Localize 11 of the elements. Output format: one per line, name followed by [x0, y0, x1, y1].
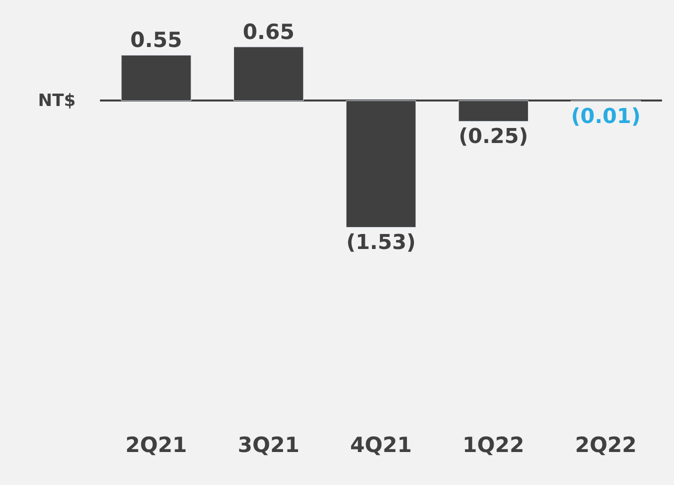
y-axis-title: NT$ — [38, 91, 76, 111]
x-tick-label: 4Q21 — [350, 433, 412, 457]
x-tick-label: 1Q22 — [462, 433, 524, 457]
data-label: 0.55 — [130, 28, 182, 52]
x-tick-label: 2Q21 — [125, 433, 188, 457]
x-tick-label: 2Q22 — [574, 433, 637, 457]
data-label: (1.53) — [346, 230, 416, 254]
x-tick-label: 3Q21 — [238, 433, 300, 457]
data-label: (0.25) — [458, 124, 528, 148]
data-label: (0.01) — [570, 104, 641, 128]
data-label: 0.65 — [242, 20, 295, 44]
